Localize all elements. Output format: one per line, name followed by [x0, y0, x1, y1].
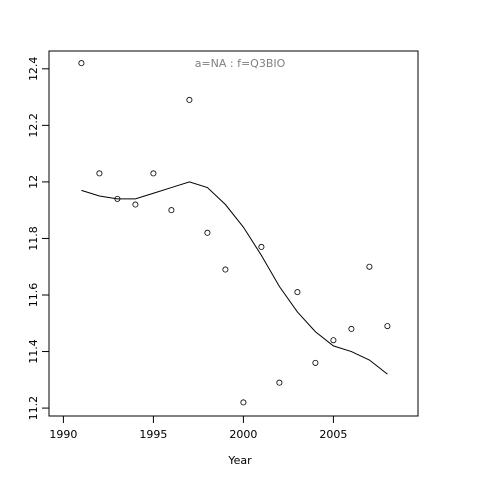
data-point	[168, 207, 175, 214]
y-tick-label: 11.8	[27, 226, 40, 251]
data-point	[78, 60, 85, 67]
y-tick-label: 12.4	[27, 57, 40, 82]
data-point	[330, 337, 337, 344]
data-point	[240, 399, 247, 406]
plot-box	[48, 50, 419, 417]
x-tick-label: 2005	[319, 428, 347, 441]
data-point	[348, 325, 355, 332]
y-tick-label: 11.2	[27, 396, 40, 421]
data-point	[312, 359, 319, 366]
data-point	[96, 170, 103, 177]
data-point	[366, 263, 373, 270]
y-tick-label: 12	[27, 175, 40, 189]
data-point	[132, 201, 139, 208]
data-point	[150, 170, 157, 177]
x-tick-label: 1995	[139, 428, 167, 441]
data-point	[204, 229, 211, 236]
y-tick-label: 12.2	[27, 113, 40, 138]
smooth-line	[81, 181, 388, 375]
x-axis-label: Year	[227, 454, 252, 467]
data-point	[222, 266, 229, 273]
data-point	[384, 323, 391, 330]
chart-title: a=NA : f=Q3BIO	[195, 57, 286, 70]
data-point	[186, 96, 193, 103]
y-tick-label: 11.4	[27, 339, 40, 364]
x-tick-label: 2000	[229, 428, 257, 441]
data-point	[294, 289, 301, 296]
data-point	[258, 243, 265, 250]
data-point	[276, 379, 283, 386]
y-tick-label: 11.6	[27, 283, 40, 308]
x-tick-label: 1990	[49, 428, 77, 441]
